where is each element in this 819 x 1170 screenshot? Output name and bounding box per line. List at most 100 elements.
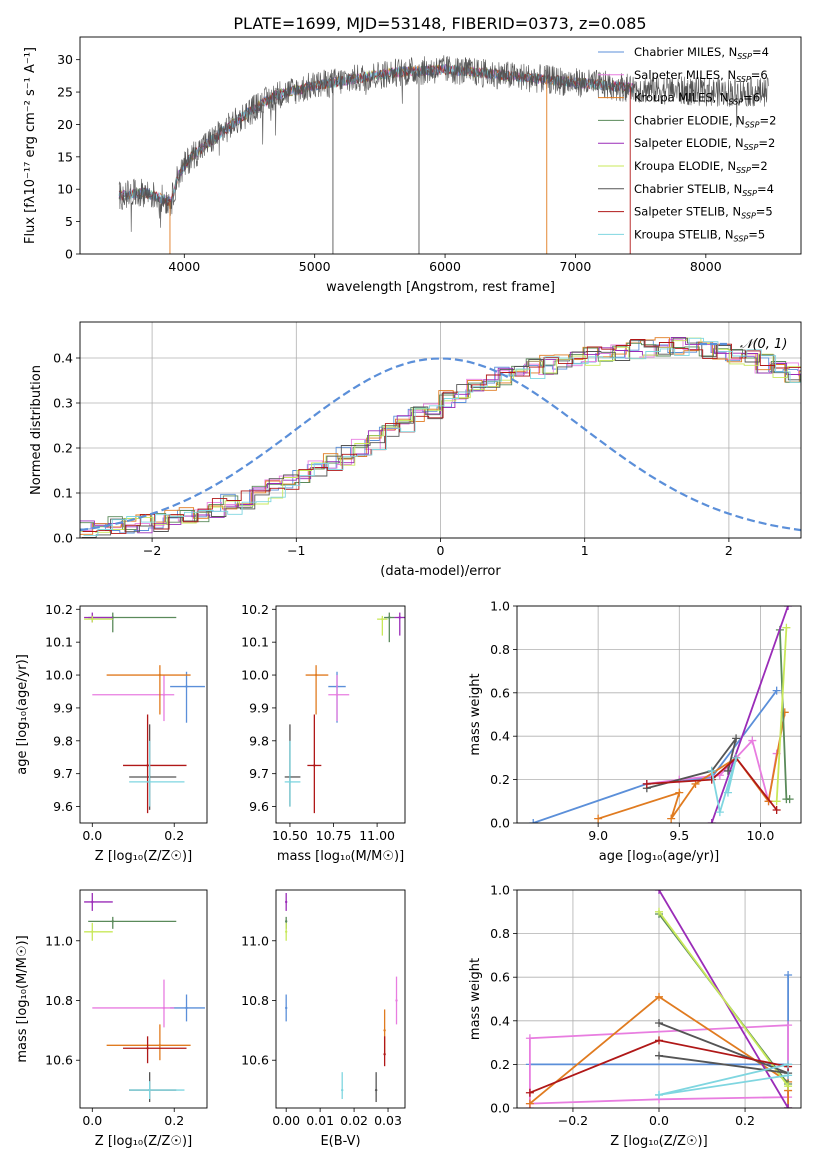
y-tick-label: 5 xyxy=(65,214,73,229)
plot-area xyxy=(84,892,205,1103)
series-marker-kroupa_stelib xyxy=(655,1090,663,1099)
x-axis-label: (data-model)/error xyxy=(380,564,501,579)
plot-area xyxy=(284,892,398,1103)
series-marker-salpeter_miles xyxy=(748,736,757,745)
legend-label: Chabrier MILES, N xyxy=(634,45,737,59)
series-line-kroupa_stelib xyxy=(658,1063,789,1096)
histogram-chabrier_stelib xyxy=(81,337,801,538)
legend-entry: Salpeter STELIB, NSSP=5 xyxy=(634,205,773,221)
series-marker-chabrier_elodie xyxy=(785,795,794,804)
panel-age_vs_mass: 10.50 10.75 11.00 9.6 9.7 9.8 9.9 10.0 10.1 10.2 m… xyxy=(241,602,406,864)
data-point-salpeter_miles xyxy=(335,693,339,696)
x-tick-label: 9.0 xyxy=(588,828,608,843)
x-axis-label: Z [log₁₀(Z/Z☉)] xyxy=(95,849,192,864)
axes-frame xyxy=(275,889,406,1109)
y-tick-label: 10.0 xyxy=(45,668,73,683)
x-tick-label: 0.2 xyxy=(164,828,184,843)
y-tick-label: 9.9 xyxy=(249,700,269,715)
legend-label: Salpeter STELIB, N xyxy=(634,205,741,219)
series-marker-salpeter_stelib xyxy=(655,1036,663,1045)
legend-label: Chabrier ELODIE, N xyxy=(634,113,745,127)
legend-n: =5 xyxy=(756,205,773,219)
series-marker-kroupa_elodie xyxy=(655,907,663,916)
legend-n: =5 xyxy=(748,227,765,241)
legend-sub: SSP xyxy=(729,98,744,107)
x-tick-label: 7000 xyxy=(560,259,592,274)
data-point-salpeter_elodie xyxy=(91,900,94,904)
legend-n: =6 xyxy=(751,68,768,82)
normal-curve xyxy=(80,357,801,532)
y-tick-label: 10 xyxy=(57,182,73,197)
y-tick-label: 0.2 xyxy=(490,772,510,787)
series-marker-chabrier_stelib xyxy=(723,766,732,775)
legend-sub: SSP xyxy=(741,212,756,221)
series-marker-kroupa_stelib xyxy=(784,1060,793,1069)
data-point-kroupa_miles xyxy=(158,673,162,677)
y-tick-label: 0.3 xyxy=(53,396,73,411)
series-line-chabrier_stelib xyxy=(646,737,737,790)
y-tick-label: 0.2 xyxy=(53,441,73,456)
plot-area xyxy=(80,337,801,538)
x-tick-label: 2 xyxy=(725,543,733,558)
data-point-salpeter_stelib xyxy=(383,1053,386,1056)
legend-sub: SSP xyxy=(742,189,757,198)
legend-entry: Chabrier ELODIE, NSSP=2 xyxy=(634,113,776,129)
series-marker-chabrier_stelib xyxy=(655,1018,663,1027)
x-axis-label: wavelength [Angstrom, rest frame] xyxy=(326,280,555,295)
x-tick-label: 0.01 xyxy=(306,1113,334,1128)
data-point-salpeter_miles xyxy=(162,693,166,696)
panel-age_vs_Z: 0.0 0.2 9.6 9.7 9.8 9.9 10.0 10.1 10.2 Z [log₁₀(Z… xyxy=(15,602,208,864)
legend-n: =4 xyxy=(752,45,769,59)
legend-entry: Kroupa MILES, NSSP=6 xyxy=(634,91,760,107)
histogram-kroupa_stelib xyxy=(83,337,801,537)
series-marker-salpeter_miles xyxy=(525,1034,534,1043)
y-tick-label: 10.0 xyxy=(241,668,269,683)
data-point-kroupa_stelib xyxy=(340,1088,344,1092)
axes-frame xyxy=(79,321,802,539)
y-tick-label: 0.4 xyxy=(53,351,73,366)
data-point-kroupa_elodie xyxy=(91,930,94,934)
series-marker-chabrier_stelib xyxy=(655,1051,663,1060)
x-axis-label: E(B-V) xyxy=(320,1134,360,1149)
series-marker-kroupa_stelib xyxy=(723,788,732,797)
y-tick-label: 10.2 xyxy=(241,602,269,617)
plot-area xyxy=(118,55,769,254)
series-marker-salpeter_elodie xyxy=(784,606,793,610)
histogram-chabrier_elodie xyxy=(80,342,801,530)
data-point-salpeter_stelib xyxy=(146,764,149,767)
y-tick-label: 0.4 xyxy=(490,729,510,744)
legend-n: =6 xyxy=(743,91,760,105)
data-point-chabrier_elodie xyxy=(388,616,391,619)
series-line-kroupa_elodie xyxy=(658,911,789,1087)
y-tick-label: 9.6 xyxy=(53,799,73,814)
y-axis-label: mass [log₁₀(M/M☉)] xyxy=(15,935,30,1062)
y-tick-label: 10.6 xyxy=(241,1053,269,1068)
plot-area xyxy=(529,606,794,823)
panel-residuals: −2 −1 0 1 2 0.0 0.1 0.2 0.3 0.4 (data-model)/error… xyxy=(29,321,802,579)
x-tick-label: 0.2 xyxy=(164,1113,184,1128)
legend-n: =2 xyxy=(760,113,777,127)
y-tick-label: 0.2 xyxy=(490,1057,510,1072)
legend-n: =2 xyxy=(751,159,768,173)
series-marker-chabrier_miles xyxy=(772,686,781,695)
series-marker-salpeter_elodie xyxy=(784,1104,793,1108)
y-tick-label: 0.0 xyxy=(53,531,73,546)
y-tick-label: 9.7 xyxy=(53,766,73,781)
y-tick-label: 11.0 xyxy=(45,933,73,948)
x-tick-label: 9.5 xyxy=(669,828,689,843)
y-tick-label: 10.8 xyxy=(45,993,73,1008)
data-point-salpeter_miles xyxy=(395,999,398,1002)
x-tick-label: 10.0 xyxy=(747,828,775,843)
series-marker-kroupa_stelib xyxy=(707,766,716,775)
x-tick-label: 0.00 xyxy=(272,1113,300,1128)
series-marker-salpeter_elodie xyxy=(707,819,716,823)
legend-label: 𝒩(0, 1) xyxy=(740,337,787,352)
y-tick-label: 9.8 xyxy=(53,733,73,748)
histogram-chabrier_miles xyxy=(80,340,801,534)
data-point-salpeter_elodie xyxy=(284,900,288,904)
x-axis-label: mass [log₁₀(M/M☉)] xyxy=(277,849,404,864)
legend-sub: SSP xyxy=(734,234,749,243)
y-tick-label: 0.0 xyxy=(490,816,510,831)
data-point-chabrier_miles xyxy=(284,1006,288,1010)
series-marker-kroupa_elodie xyxy=(772,797,781,806)
